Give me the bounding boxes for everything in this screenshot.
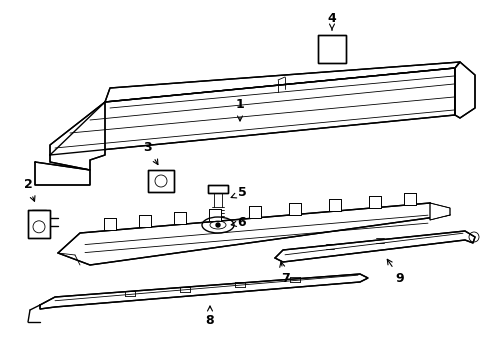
Polygon shape [174,212,185,224]
Polygon shape [274,231,474,262]
Polygon shape [104,219,116,230]
Text: 2: 2 [23,179,35,201]
Polygon shape [207,185,227,193]
Polygon shape [328,199,340,211]
Text: 4: 4 [327,12,336,30]
Polygon shape [248,206,261,218]
Polygon shape [28,210,50,238]
Polygon shape [58,203,449,265]
Polygon shape [40,274,367,309]
Text: 7: 7 [279,262,289,284]
Polygon shape [368,196,380,208]
Polygon shape [288,203,301,215]
Text: 5: 5 [231,186,246,199]
Text: 9: 9 [386,259,404,284]
Text: 8: 8 [205,306,214,327]
Text: 6: 6 [231,216,246,230]
Polygon shape [50,68,454,155]
Polygon shape [317,35,346,63]
Polygon shape [105,62,459,102]
Text: 1: 1 [235,99,244,121]
Polygon shape [35,162,90,185]
Polygon shape [148,170,174,192]
Polygon shape [208,210,221,221]
Polygon shape [403,193,415,205]
Polygon shape [429,203,449,220]
Circle shape [216,223,220,227]
Text: 3: 3 [143,141,158,165]
Polygon shape [50,102,105,170]
Polygon shape [139,215,151,228]
Polygon shape [454,62,474,118]
